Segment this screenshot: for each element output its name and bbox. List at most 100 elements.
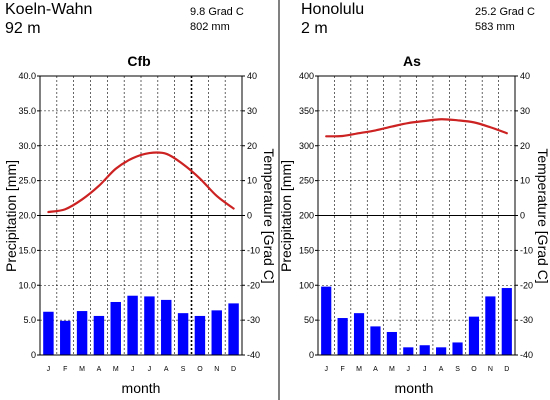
climate-chart-honolulu: As Precipitation [mm] Temperature [Grad … — [278, 53, 550, 396]
precipitation-bar — [370, 326, 381, 355]
y-tick-label: 100 — [299, 280, 314, 290]
month-tick-label: A — [97, 366, 102, 373]
y-tick-label: 200 — [299, 211, 314, 221]
y2-tick-label: 30 — [247, 106, 257, 116]
y2-tick-label: 40 — [520, 71, 530, 81]
precipitation-bar — [452, 342, 463, 355]
y2-tick-label: 20 — [247, 141, 257, 151]
y-tick-label: 150 — [299, 245, 314, 255]
y2-tick-label: 10 — [247, 176, 257, 186]
precipitation-bar — [161, 299, 172, 355]
month-tick-label: A — [373, 366, 378, 373]
month-tick-label: J — [423, 366, 427, 373]
mean-temperature: 25.2 Grad C — [475, 6, 535, 18]
y-tick-label: 400 — [299, 71, 314, 81]
y2-tick-label: -40 — [520, 350, 533, 360]
precipitation-bar — [43, 311, 54, 355]
y2-tick-label: 40 — [247, 71, 257, 81]
y2-tick-label: -30 — [247, 315, 260, 325]
y2-tick-label: -30 — [520, 315, 533, 325]
month-tick-label: J — [148, 366, 152, 373]
annual-precipitation: 583 mm — [475, 21, 515, 33]
month-tick-label: F — [340, 366, 344, 373]
station-name: Koeln-Wahn — [5, 1, 92, 18]
y-tick-label: 350 — [299, 106, 314, 116]
annual-precipitation: 802 mm — [190, 21, 230, 33]
precipitation-bar — [403, 347, 414, 355]
month-tick-label: F — [63, 366, 67, 373]
precipitation-bar — [211, 310, 222, 355]
y2-tick-label: 0 — [247, 211, 252, 221]
month-tick-label: M — [113, 366, 119, 373]
y2-tick-label: -10 — [247, 245, 260, 255]
y-axis-label: Precipitation [mm] — [3, 160, 19, 272]
precipitation-bar — [60, 320, 71, 355]
precipitation-bar — [337, 318, 348, 355]
precipitation-bar — [177, 313, 189, 355]
y2-tick-label: -10 — [520, 245, 533, 255]
month-tick-label: J — [407, 366, 411, 373]
precipitation-bar — [228, 303, 239, 355]
mean-temperature: 9.8 Grad C — [190, 6, 244, 18]
y-tick-label: 15.0 — [18, 245, 36, 255]
precipitation-bar — [485, 296, 496, 355]
month-tick-label: J — [47, 366, 51, 373]
month-tick-label: N — [488, 366, 493, 373]
y2-tick-label: 30 — [520, 106, 530, 116]
precipitation-bar — [110, 301, 121, 355]
chart-title: As — [403, 53, 421, 69]
precipitation-bar — [194, 315, 206, 355]
y2-tick-label: 0 — [520, 211, 525, 221]
precipitation-bar — [321, 286, 332, 355]
month-tick-label: J — [324, 366, 328, 373]
chart-title: Cfb — [127, 53, 150, 69]
station-elevation: 92 m — [5, 20, 41, 37]
month-tick-label: M — [389, 366, 395, 373]
climate-chart-koeln-wahn: Cfb Precipitation [mm] Temperature [Grad… — [3, 53, 277, 396]
precipitation-bar — [436, 347, 447, 355]
y-tick-label: 300 — [299, 141, 314, 151]
y2-tick-label: 10 — [520, 176, 530, 186]
month-tick-label: O — [471, 366, 477, 373]
y-tick-label: 5.0 — [23, 315, 36, 325]
month-tick-label: A — [164, 366, 169, 373]
y-tick-label: 10.0 — [18, 280, 36, 290]
y-tick-label: 250 — [299, 176, 314, 186]
station-elevation: 2 m — [301, 20, 328, 37]
y2-tick-label: -20 — [247, 280, 260, 290]
precipitation-bar — [144, 296, 155, 355]
precipitation-bar — [501, 288, 512, 355]
precipitation-bar — [127, 295, 138, 355]
y2-tick-label: 20 — [520, 141, 530, 151]
temperature-line — [325, 118, 508, 138]
precipitation-bar — [419, 345, 430, 355]
precipitation-bar — [353, 313, 365, 355]
month-tick-label: S — [181, 366, 186, 373]
month-tick-label: A — [439, 366, 444, 373]
month-tick-label: D — [504, 366, 509, 373]
y-tick-label: 20.0 — [18, 211, 36, 221]
y-tick-label: 50 — [304, 315, 314, 325]
month-tick-label: M — [79, 366, 85, 373]
precipitation-bar — [386, 331, 397, 355]
month-tick-label: N — [214, 366, 219, 373]
y-tick-label: 25.0 — [18, 176, 36, 186]
y2-axis-label: Temperature [Grad C] — [535, 148, 550, 283]
precipitation-bar — [76, 311, 88, 355]
y-tick-label: 30.0 — [18, 141, 36, 151]
y2-tick-label: -40 — [247, 350, 260, 360]
y-tick-label: 0 — [31, 350, 36, 360]
month-tick-label: J — [131, 366, 135, 373]
precipitation-bar — [468, 316, 480, 355]
y-tick-label: 40.0 — [18, 71, 36, 81]
y2-axis-label: Temperature [Grad C] — [261, 148, 277, 283]
month-tick-label: O — [197, 366, 203, 373]
temperature-line — [47, 151, 235, 214]
month-tick-label: S — [455, 366, 460, 373]
x-axis-label: month — [122, 380, 161, 396]
month-tick-label: D — [231, 366, 236, 373]
y2-tick-label: -20 — [520, 280, 533, 290]
x-axis-label: month — [395, 380, 434, 396]
month-tick-label: M — [356, 366, 362, 373]
